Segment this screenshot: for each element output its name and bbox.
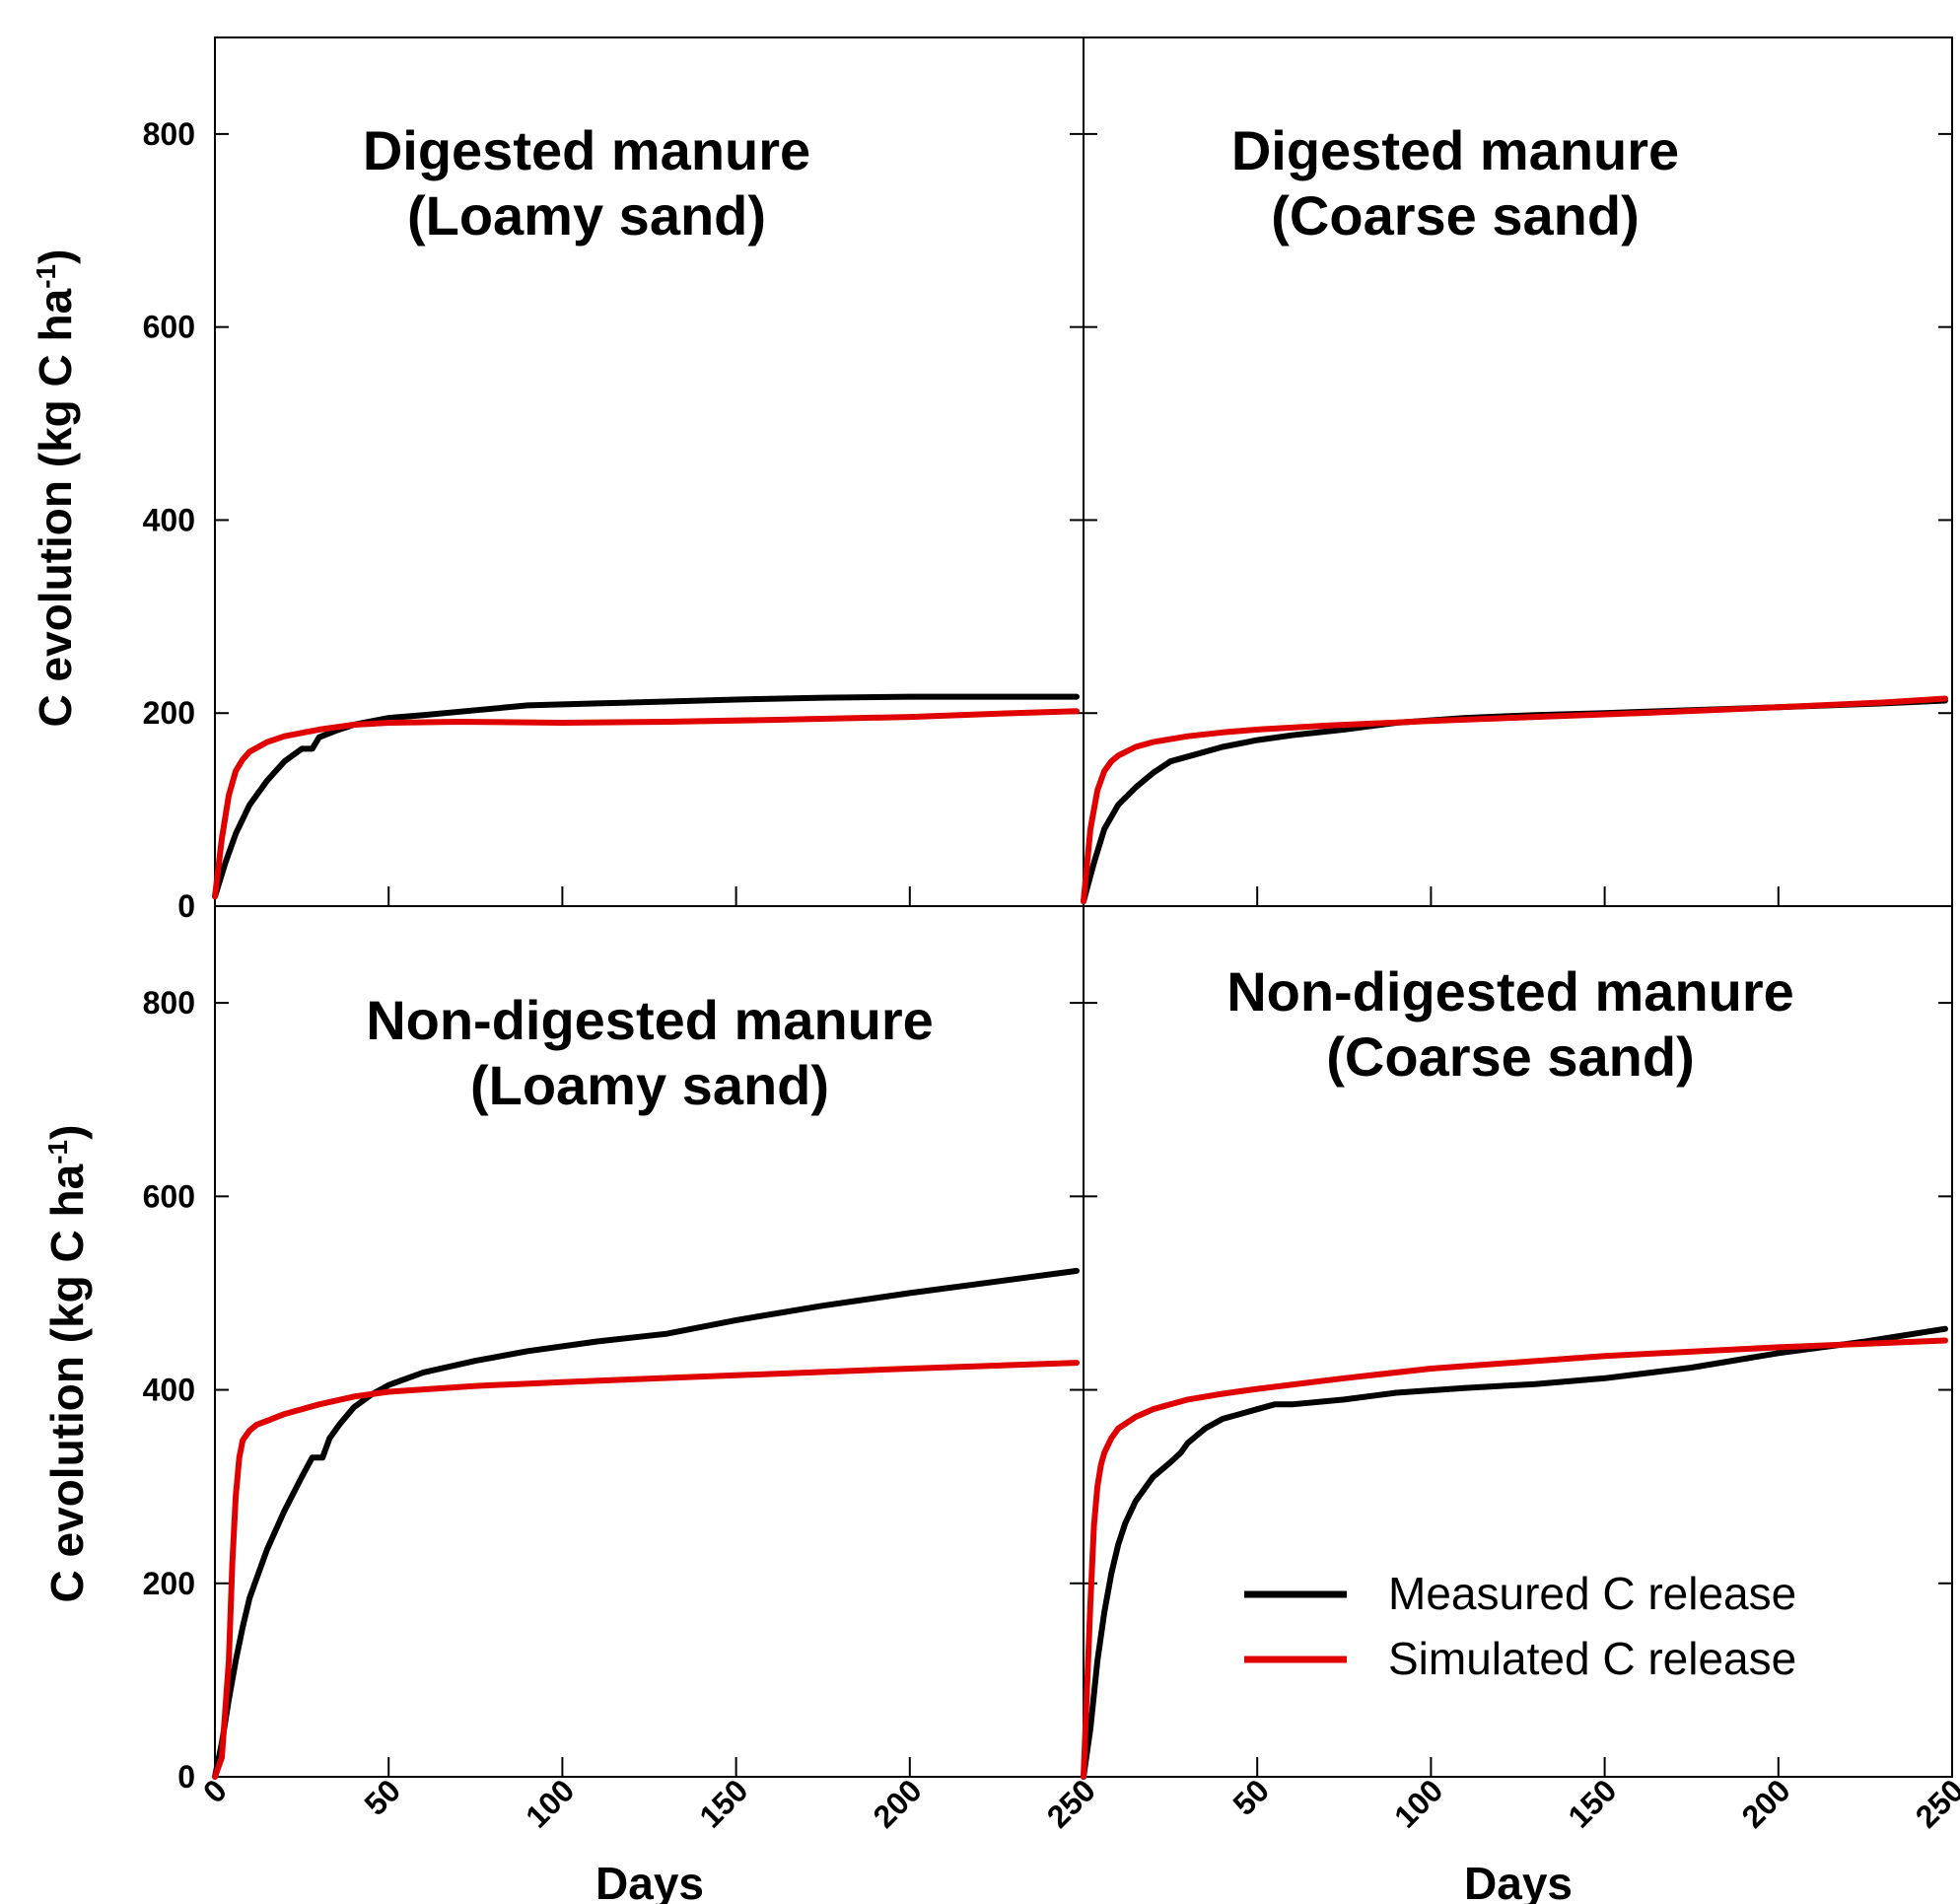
y-tick-label: 400: [143, 502, 195, 537]
y-tick-label: 800: [143, 116, 195, 152]
panel-title-line2: (Loamy sand): [407, 184, 766, 247]
panel-title-line1: Non-digested manure: [366, 989, 934, 1051]
y-tick-label: 800: [143, 985, 195, 1021]
series-line-simulated: [212, 708, 1080, 900]
series-line-simulated: [1081, 695, 1948, 905]
panel-title-line1: Digested manure: [363, 119, 810, 181]
x-tick-label: 150: [692, 1772, 754, 1834]
y-axis-title-top: C evolution (kg C ha-1): [30, 249, 81, 728]
x-tick-label: 100: [1387, 1772, 1449, 1834]
panel-title-line1: Non-digested manure: [1226, 960, 1794, 1023]
y-axis-title-bottom: C evolution (kg C ha-1): [41, 1125, 93, 1603]
y-tick-label: 0: [177, 1759, 195, 1795]
legend-simulated-label: Simulated C release: [1388, 1633, 1796, 1684]
y-tick-label: 0: [177, 888, 195, 924]
plot-frame: [1083, 905, 1953, 1778]
panel-top-left: 0 200 400 600 800 Digested manure(Loamy sand): [143, 36, 1085, 924]
x-tick-label: 50: [358, 1772, 408, 1822]
panel-title-line2: (Coarse sand): [1271, 184, 1639, 247]
x-tick-label: 200: [867, 1772, 929, 1834]
x-tick-label: 150: [1561, 1772, 1623, 1834]
x-tick-label: 250: [1909, 1772, 1960, 1834]
legend: Measured C release Simulated C release: [1244, 1568, 1796, 1684]
y-tick-label: 400: [143, 1373, 195, 1408]
series-line-measured: [212, 1267, 1080, 1780]
panel-top-right: Digested manure(Coarse sand): [1081, 36, 1953, 907]
x-tick-label: 200: [1735, 1772, 1797, 1834]
x-axis-title-left: Days: [595, 1858, 704, 1904]
panel-title-line1: Digested manure: [1231, 119, 1679, 181]
panel-title-line2: (Loamy sand): [470, 1054, 829, 1116]
x-axis-title-right: Days: [1464, 1858, 1573, 1904]
y-tick-label: 600: [143, 310, 195, 345]
panel-title-line2: (Coarse sand): [1326, 1025, 1694, 1088]
y-tick-label: 600: [143, 1178, 195, 1214]
x-tick-label: 100: [519, 1772, 581, 1834]
y-tick-label: 200: [143, 695, 195, 731]
y-tick-label: 200: [143, 1566, 195, 1601]
series-line-simulated: [1081, 1337, 1948, 1780]
x-tick-label: 50: [1226, 1772, 1277, 1822]
series-line-simulated: [212, 1360, 1080, 1780]
series-line-measured: [1081, 1325, 1948, 1780]
legend-measured-label: Measured C release: [1388, 1568, 1796, 1619]
